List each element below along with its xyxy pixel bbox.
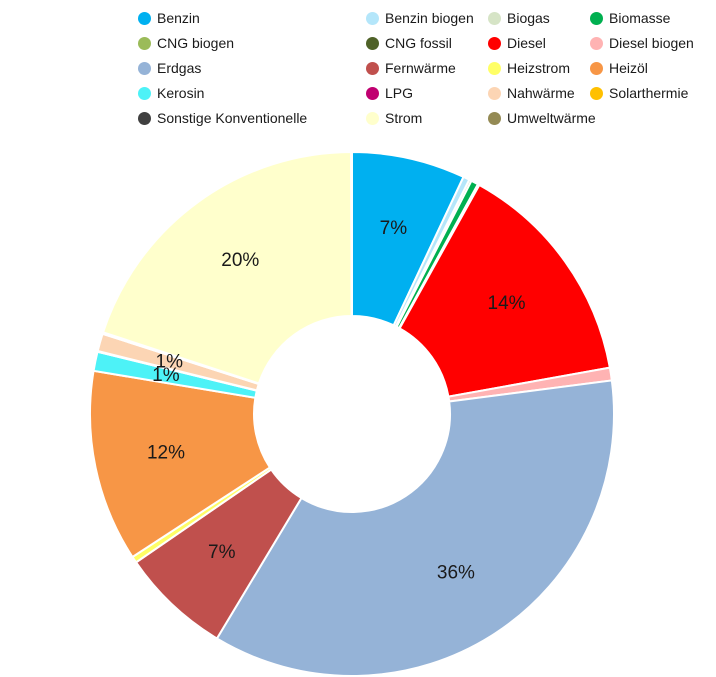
legend-label: Biogas <box>507 10 550 26</box>
legend: Benzin Benzin biogen Biogas Biomasse CNG bio… <box>138 8 716 133</box>
legend-row: Sonstige Konventionelle Strom Umweltwärme <box>138 108 716 133</box>
legend-label: Solarthermie <box>609 85 689 101</box>
legend-marker <box>590 86 603 100</box>
legend-row: Erdgas Fernwärme Heizstrom Heizöl <box>138 58 716 83</box>
data-label-kerosin: 1% <box>152 365 180 386</box>
legend-marker <box>366 86 379 100</box>
legend-label: Diesel <box>507 35 546 51</box>
slices-group <box>89 150 615 677</box>
slice-strom <box>101 150 353 385</box>
legend-label: Biomasse <box>609 10 671 26</box>
data-label-strom: 20% <box>221 250 259 271</box>
legend-label: Kerosin <box>157 85 205 101</box>
legend-row: CNG biogen CNG fossil Diesel Diesel biogen <box>138 33 716 58</box>
legend-label: Strom <box>385 110 423 126</box>
legend-item-solarthermie: Solarthermie <box>590 83 688 103</box>
legend-marker <box>366 111 379 125</box>
labels-group: 7% 14% 36% 7% 12% 1%1% 20% <box>147 218 526 583</box>
legend-item-strom: Strom <box>366 108 422 128</box>
legend-item-cng-biogen: CNG biogen <box>138 33 234 53</box>
legend-item-heizoel: Heizöl <box>590 58 648 78</box>
legend-label: Heizstrom <box>507 60 571 76</box>
data-label-heizoel: 12% <box>147 442 185 463</box>
legend-label: Sonstige Konventionelle <box>157 110 308 126</box>
legend-item-heizstrom: Heizstrom <box>488 58 570 78</box>
legend-item-benzin: Benzin <box>138 8 200 28</box>
legend-label: Diesel biogen <box>609 35 694 51</box>
slice-heizoel <box>89 369 272 559</box>
legend-row: Benzin Benzin biogen Biogas Biomasse <box>138 8 716 33</box>
legend-marker <box>590 11 603 25</box>
legend-label: Fernwärme <box>385 60 456 76</box>
legend-label: Nahwärme <box>507 85 575 101</box>
legend-item-kerosin: Kerosin <box>138 83 204 103</box>
legend-item-nahwaerme: Nahwärme <box>488 83 575 103</box>
legend-marker <box>488 11 501 25</box>
slice-erdgas <box>215 379 615 677</box>
legend-marker <box>138 36 151 50</box>
data-label-fernwaerme: 7% <box>208 542 236 563</box>
legend-marker <box>138 86 151 100</box>
legend-label: LPG <box>385 85 414 101</box>
legend-marker <box>366 11 379 25</box>
legend-item-fernwaerme: Fernwärme <box>366 58 456 78</box>
legend-marker <box>488 86 501 100</box>
legend-item-biogas: Biogas <box>488 8 550 28</box>
legend-item-biomasse: Biomasse <box>590 8 670 28</box>
legend-item-benzin-biogen: Benzin biogen <box>366 8 474 28</box>
legend-label: Heizöl <box>609 60 648 76</box>
legend-marker <box>138 11 151 25</box>
legend-label: CNG fossil <box>385 35 452 51</box>
legend-marker <box>488 111 501 125</box>
legend-marker <box>590 61 603 75</box>
legend-label: Erdgas <box>157 60 202 76</box>
legend-item-umweltwaerme: Umweltwärme <box>488 108 596 128</box>
legend-label: Benzin biogen <box>385 10 474 26</box>
legend-label: CNG biogen <box>157 35 235 51</box>
legend-marker <box>488 61 501 75</box>
legend-marker <box>138 111 151 125</box>
data-label-erdgas: 36% <box>437 563 475 584</box>
legend-item-diesel: Diesel <box>488 33 546 53</box>
data-label-benzin: 7% <box>380 218 408 239</box>
legend-item-lpg: LPG <box>366 83 413 103</box>
slice-umweltwaerme <box>350 150 353 318</box>
data-label-nahwaerme: 1% <box>156 352 184 373</box>
legend-row: Kerosin LPG Nahwärme Solarthermie <box>138 83 716 108</box>
slice-diesel <box>398 183 612 398</box>
legend-marker <box>366 61 379 75</box>
legend-marker <box>488 36 501 50</box>
legend-item-diesel-biogen: Diesel biogen <box>590 33 694 53</box>
legend-item-sonstige-konventionelle: Sonstige Konventionelle <box>138 108 307 128</box>
legend-marker <box>138 61 151 75</box>
legend-marker <box>590 36 603 50</box>
legend-label: Benzin <box>157 10 200 26</box>
legend-item-erdgas: Erdgas <box>138 58 201 78</box>
legend-item-cng-fossil: CNG fossil <box>366 33 452 53</box>
data-label-diesel: 14% <box>488 293 526 314</box>
legend-marker <box>366 36 379 50</box>
legend-label: Umweltwärme <box>507 110 596 126</box>
